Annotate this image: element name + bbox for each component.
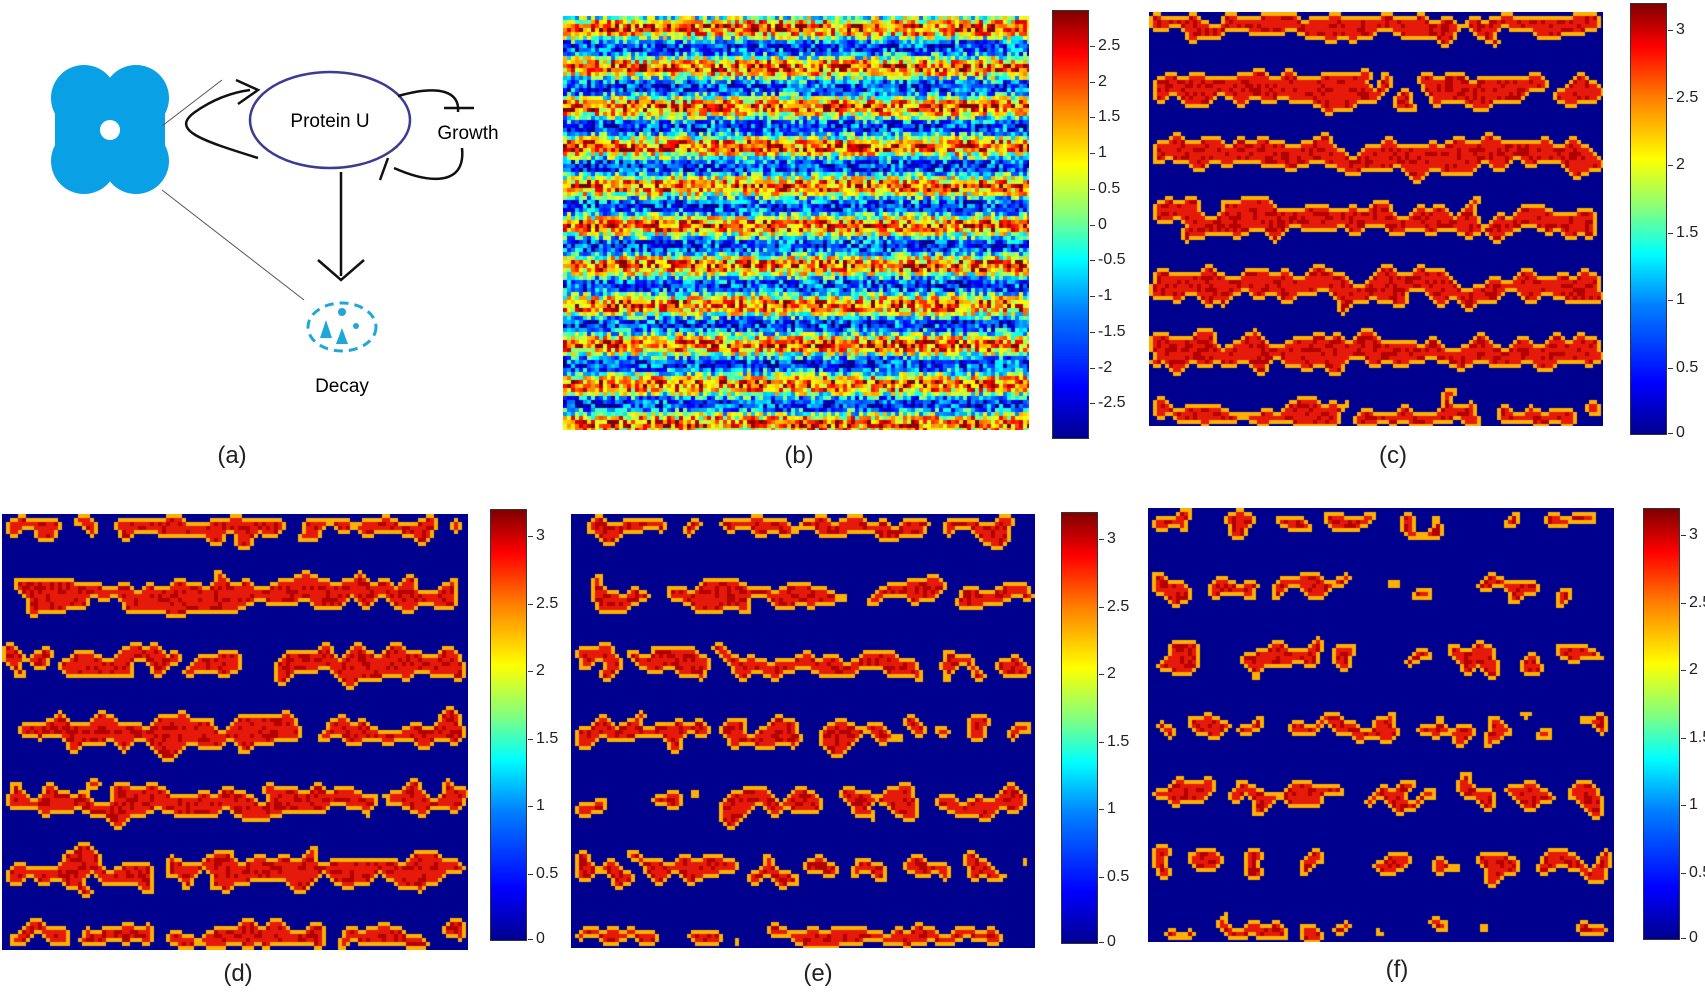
growth-label: Growth <box>437 123 498 144</box>
colorbar-tick-label: 2.5 <box>1667 88 1699 106</box>
heatmap-f <box>1148 508 1614 942</box>
colorbar-tick-label: 2.5 <box>1680 594 1705 611</box>
colorbar-d <box>490 509 527 941</box>
self-activation-arrow <box>184 88 259 160</box>
colorbar-tick-label: 3 <box>528 527 545 544</box>
panel-label-b: (b) <box>784 442 814 469</box>
colorbar-tick-label: 2.5 <box>1098 597 1130 615</box>
colorbar-tick-label: 0.5 <box>1667 358 1699 376</box>
heatmap-d <box>2 514 468 950</box>
arrowhead <box>317 259 365 282</box>
colorbar-tick-label: 1.5 <box>1098 732 1130 750</box>
colorbar-tick-label: -2.5 <box>1090 394 1126 412</box>
protein-u-node <box>248 70 412 170</box>
colorbar-tick-label: 1 <box>1099 800 1116 817</box>
connector-line <box>161 79 223 127</box>
cell-cluster-icon <box>51 65 169 194</box>
colorbar-tick-label: -1 <box>1089 287 1113 304</box>
colorbar-tick-label: 0 <box>1668 424 1685 441</box>
heatmap-c <box>1149 12 1603 426</box>
colorbar-tick-label: 0 <box>1099 933 1116 950</box>
panel-label-a: (a) <box>217 442 247 469</box>
colorbar-tick-label: 0.5 <box>527 864 559 882</box>
colorbar-tick-label: 2.5 <box>1089 36 1121 54</box>
colorbar-tick-label: 0.5 <box>1680 864 1705 881</box>
panel-label-e: (e) <box>803 960 833 987</box>
colorbar-tick-label: 1 <box>1668 291 1685 308</box>
colorbar-tick-label: 1.5 <box>527 729 559 747</box>
colorbar-tick-label: 2.5 <box>527 594 559 612</box>
heatmap-e <box>571 514 1035 948</box>
colorbar-b <box>1052 10 1089 439</box>
colorbar-tick-label: 0.5 <box>1098 867 1130 885</box>
colorbar-tick-label: -2 <box>1089 358 1113 376</box>
colorbar-tick-label: 2 <box>1099 665 1116 682</box>
colorbar-tick-label: 1 <box>528 797 545 814</box>
colorbar-tick-label: 0 <box>528 930 545 947</box>
colorbar-tick-label: 1.5 <box>1089 108 1121 126</box>
colorbar-e <box>1061 512 1098 944</box>
colorbar-tick-label: 1.5 <box>1667 223 1699 241</box>
colorbar-f <box>1643 508 1680 940</box>
colorbar-tick-label: 3 <box>1668 21 1685 38</box>
colorbar-tick-label: 0.5 <box>1089 179 1121 197</box>
colorbar-tick-label: -1.5 <box>1090 322 1126 340</box>
colorbar-tick-label: 0 <box>1681 929 1698 946</box>
growth-inhibition-line <box>397 89 460 113</box>
decay-icon <box>306 301 378 353</box>
panel-label-d: (d) <box>223 960 253 987</box>
colorbar-tick-label: 3 <box>1681 526 1698 543</box>
colorbar-tick-label: -0.5 <box>1090 251 1126 269</box>
colorbar-tick-label: 1.5 <box>1680 729 1705 746</box>
colorbar-c <box>1630 3 1667 435</box>
colorbar-tick-label: 1 <box>1681 796 1698 813</box>
colorbar-tick-label: 2 <box>1668 156 1685 173</box>
growth-feedback-line <box>393 147 464 180</box>
protein-u-label: Protein U <box>290 111 369 132</box>
colorbar-tick-label: 3 <box>1099 530 1116 547</box>
panel-label-f: (f) <box>1385 956 1409 983</box>
arrowhead <box>235 78 261 106</box>
colorbar-tick-label: 2 <box>528 662 545 679</box>
connector-line <box>161 189 305 301</box>
colorbar-tick-label: 0 <box>1090 215 1107 233</box>
colorbar-tick-label: 2 <box>1090 72 1107 90</box>
colorbar-tick-label: 1 <box>1090 144 1107 161</box>
panel-label-c: (c) <box>1379 442 1407 469</box>
heatmap-b <box>563 16 1029 430</box>
colorbar-tick-label: 2 <box>1681 661 1698 678</box>
gene-regulation-schematic: Protein U Growth Decay <box>51 65 499 397</box>
inhibition-bar <box>378 157 390 181</box>
decay-label: Decay <box>315 376 369 397</box>
